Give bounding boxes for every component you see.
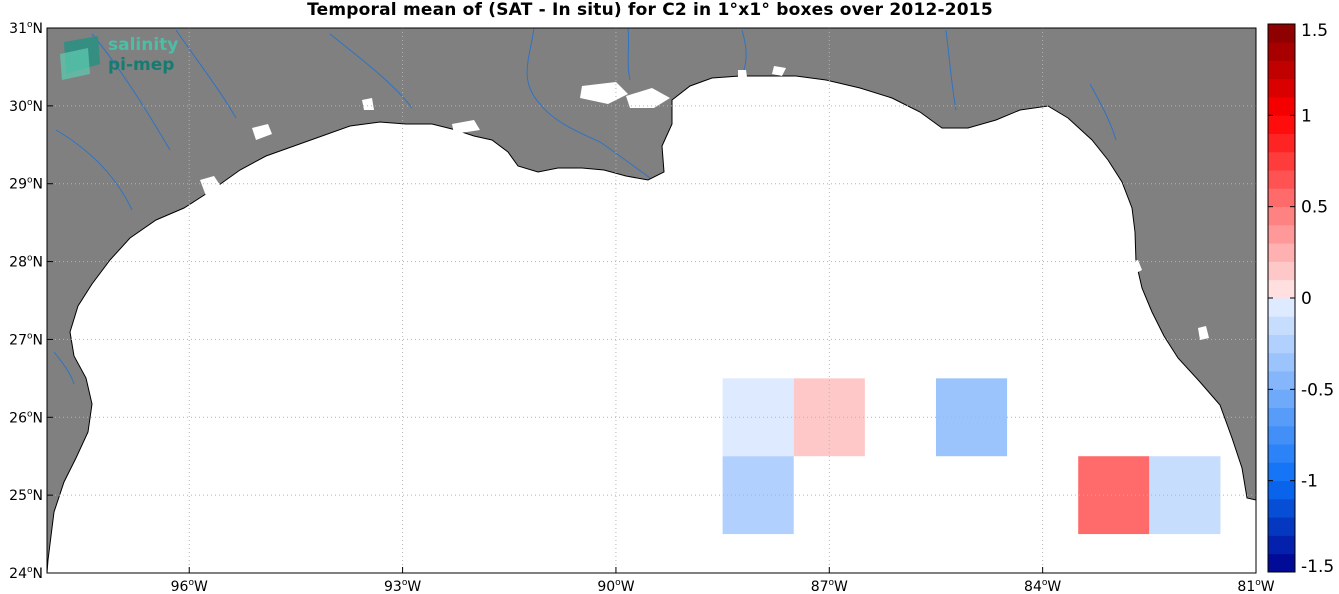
lon-tick-label: 81oW bbox=[1237, 578, 1274, 594]
colorbar-segment bbox=[1268, 206, 1295, 226]
lat-tick-label: 28oN bbox=[9, 254, 43, 271]
colorbar-segment bbox=[1268, 261, 1295, 281]
colorbar-segment bbox=[1268, 553, 1295, 573]
lon-tick-label: 93oW bbox=[384, 578, 421, 594]
colorbar-segment bbox=[1268, 188, 1295, 208]
galveston-bay bbox=[200, 176, 222, 196]
lon-tick-label: 90oW bbox=[597, 578, 634, 594]
sabine-lake bbox=[252, 124, 272, 140]
colorbar-segment bbox=[1268, 151, 1295, 171]
colorbar-segment bbox=[1268, 279, 1295, 299]
colorbar-tick-label: 0.5 bbox=[1301, 198, 1328, 218]
colorbar-tick-label: -1 bbox=[1301, 472, 1318, 492]
pearl-river bbox=[627, 28, 631, 81]
colorbar-segment bbox=[1268, 170, 1295, 189]
colorbar-segment bbox=[1268, 60, 1295, 80]
lon-tick-label: 87oW bbox=[811, 578, 848, 594]
data-box-5 bbox=[1149, 456, 1221, 535]
logo-text-pi-mep: pi-mep bbox=[108, 55, 175, 75]
colorbar-segment bbox=[1268, 97, 1295, 116]
lat-tick-label: 26oN bbox=[9, 409, 43, 426]
colorbar-tick-label: -0.5 bbox=[1301, 380, 1334, 400]
colorbar-tick-label: 1 bbox=[1301, 106, 1312, 126]
lat-tick-label: 27oN bbox=[9, 331, 43, 348]
colorbar-segment bbox=[1268, 498, 1295, 518]
salinity-pi-mep-logo: salinity pi-mep bbox=[58, 34, 198, 80]
lake-pontchartrain bbox=[580, 82, 628, 104]
map-frame bbox=[46, 27, 1257, 574]
latitude-axis: 24oN 25oN 26oN 27oN 28oN 29oN 30oN 31oN bbox=[9, 20, 53, 582]
lat-tick-label: 31oN bbox=[9, 20, 43, 37]
logo-text-salinity: salinity bbox=[108, 35, 179, 55]
texas-coast-river bbox=[53, 351, 75, 385]
data-box-4 bbox=[1078, 456, 1150, 535]
apalachicola-river bbox=[945, 29, 957, 111]
colorbar: 1.5 1 0.5 0 -0.5 -1 -1.5 bbox=[1267, 21, 1334, 577]
trinity-river bbox=[91, 33, 171, 151]
lat-tick-label: 25oN bbox=[9, 487, 43, 504]
colorbar-segment bbox=[1268, 243, 1295, 262]
colorbar-segment bbox=[1268, 535, 1295, 555]
mississippi-river bbox=[526, 28, 651, 179]
grid-lines bbox=[47, 28, 1256, 573]
lake-okeechobee bbox=[1198, 326, 1209, 340]
bay-bayou bbox=[452, 120, 480, 134]
data-box-3 bbox=[722, 456, 794, 535]
colorbar-segment bbox=[1268, 133, 1295, 153]
colorbar-segment bbox=[1268, 42, 1295, 61]
colorbar-segment bbox=[1268, 425, 1295, 445]
colorbar-segment bbox=[1268, 334, 1295, 354]
colorbar-segment bbox=[1268, 480, 1295, 500]
rivers-layer bbox=[53, 28, 1117, 385]
colorbar-segment bbox=[1268, 115, 1295, 134]
red-river bbox=[329, 33, 413, 109]
colorbar-tick-label: -1.5 bbox=[1301, 557, 1334, 577]
brazos-river bbox=[55, 129, 133, 211]
logo-icon bbox=[60, 36, 100, 80]
mobile-bay bbox=[738, 70, 748, 84]
colorbar-segment bbox=[1268, 462, 1295, 482]
tampa-bay bbox=[1130, 260, 1142, 274]
colorbar-tick-label: 0 bbox=[1301, 289, 1312, 309]
sabine-river bbox=[175, 29, 237, 119]
lake-calcasieu bbox=[362, 98, 374, 110]
colorbar-segment bbox=[1268, 389, 1295, 408]
lat-tick-label: 30oN bbox=[9, 98, 43, 115]
colorbar-segment bbox=[1268, 352, 1295, 372]
colorbar-segment bbox=[1268, 24, 1295, 43]
pensacola-bay bbox=[772, 66, 786, 76]
lat-tick-label: 24oN bbox=[9, 565, 43, 582]
lat-tick-label: 29oN bbox=[9, 176, 43, 193]
colorbar-segment bbox=[1268, 298, 1295, 317]
alabama-river bbox=[741, 29, 747, 71]
map-title: Temporal mean of (SAT - In situ) for C2 … bbox=[307, 0, 993, 20]
colorbar-segment bbox=[1268, 316, 1295, 335]
colorbar-segment bbox=[1268, 444, 1295, 463]
colorbar-segment bbox=[1268, 407, 1295, 427]
longitude-axis: 96oW 93oW 90oW 87oW 84oW 81oW bbox=[171, 567, 1275, 594]
lon-tick-label: 84oW bbox=[1024, 578, 1061, 594]
map-plot-area bbox=[46, 27, 1257, 574]
data-box-1 bbox=[793, 378, 865, 457]
colorbar-segment bbox=[1268, 224, 1295, 244]
colorbar-tick-label: 1.5 bbox=[1301, 21, 1328, 41]
land-layer bbox=[47, 28, 1256, 573]
colorbar-segment bbox=[1268, 78, 1295, 98]
colorbar-segment bbox=[1268, 371, 1295, 390]
colorbar-segment bbox=[1268, 517, 1295, 536]
lake-borgne bbox=[626, 88, 670, 108]
suwannee-river bbox=[1089, 83, 1117, 141]
data-box-0 bbox=[722, 378, 794, 457]
land-mass bbox=[47, 28, 1256, 573]
lon-tick-label: 96oW bbox=[171, 578, 208, 594]
